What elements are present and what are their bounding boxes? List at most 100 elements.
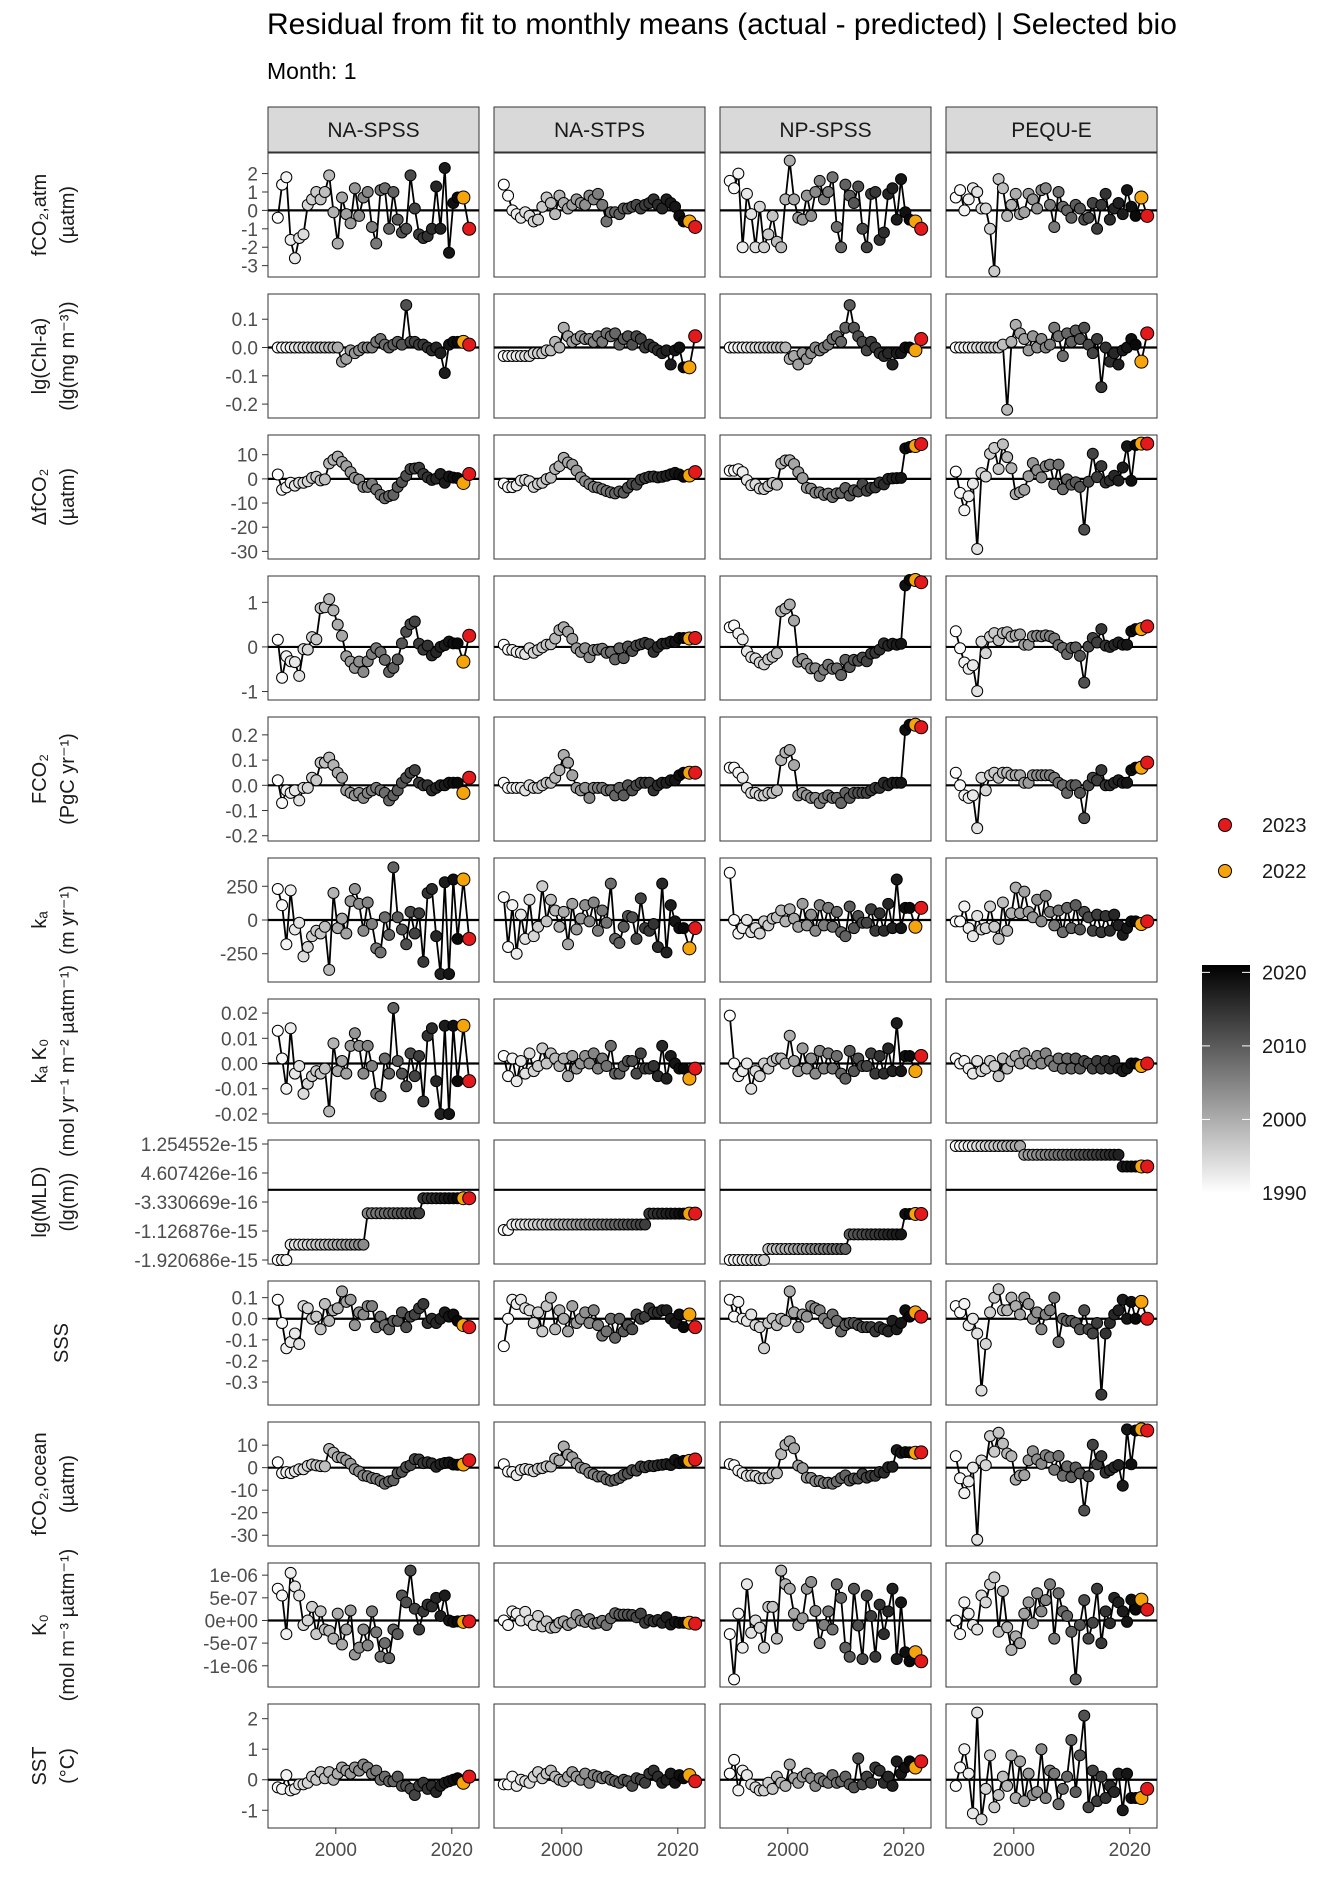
- data-point: [443, 246, 456, 259]
- data-point: [323, 169, 336, 182]
- data-point: [271, 882, 284, 895]
- y-tick-label: -0.2: [225, 827, 258, 848]
- y-tick-label: -1.126876e-15: [134, 1222, 258, 1243]
- point-2023: [462, 1191, 477, 1206]
- data-point: [971, 909, 984, 922]
- data-point: [361, 1639, 374, 1652]
- point-2023: [688, 1206, 703, 1221]
- panel-kwk0-np-spss: [719, 998, 932, 1124]
- point-2023: [462, 931, 477, 946]
- data-point: [318, 1460, 331, 1473]
- data-point: [361, 896, 374, 909]
- data-point: [387, 185, 400, 198]
- data-point: [971, 822, 984, 835]
- panel-row4-na-stps: [493, 575, 706, 701]
- data-point: [966, 1312, 979, 1325]
- data-point: [1031, 1587, 1044, 1600]
- data-point: [877, 226, 890, 239]
- facet-label: NA-STPS: [554, 119, 645, 142]
- data-point: [758, 1254, 771, 1267]
- data-point: [958, 900, 971, 913]
- data-point: [425, 882, 438, 895]
- data-point: [1022, 470, 1035, 483]
- data-point: [830, 1049, 843, 1062]
- point-2022: [456, 654, 471, 669]
- data-point: [865, 1609, 878, 1622]
- data-point: [348, 1319, 361, 1332]
- y-axis-label: fCO₂,atm: [29, 174, 51, 256]
- data-point: [860, 1060, 873, 1073]
- data-point: [288, 252, 301, 265]
- facet-label: NA-SPSS: [327, 119, 419, 142]
- data-point: [736, 1641, 749, 1654]
- data-point: [843, 900, 856, 913]
- data-point: [583, 791, 596, 804]
- data-point: [506, 899, 519, 912]
- data-point: [378, 1052, 391, 1065]
- data-point: [971, 1623, 984, 1636]
- panel-mld-na-stps: [493, 1139, 706, 1265]
- x-tick-label: 2000: [993, 1840, 1035, 1861]
- data-point: [1048, 919, 1061, 932]
- data-point: [826, 1623, 839, 1636]
- data-point: [728, 182, 741, 195]
- data-point: [1018, 885, 1031, 898]
- y-axis-label: (°C): [57, 1748, 79, 1784]
- data-point: [1014, 628, 1027, 641]
- data-point: [370, 237, 383, 250]
- data-point: [732, 1607, 745, 1620]
- data-point: [783, 1285, 796, 1298]
- data-point: [1043, 338, 1056, 351]
- data-point: [370, 1626, 383, 1639]
- data-point: [408, 615, 421, 628]
- data-point: [856, 222, 869, 235]
- data-point: [387, 861, 400, 874]
- panel-frame: [945, 293, 1158, 419]
- facet-strip-na-stps: [493, 106, 706, 153]
- legend-label-2022: 2022: [1262, 861, 1307, 883]
- data-point: [553, 920, 566, 933]
- data-point: [839, 1072, 852, 1085]
- data-point: [1018, 483, 1031, 496]
- data-point: [1005, 335, 1018, 348]
- data-point: [860, 241, 873, 254]
- data-point: [677, 922, 690, 935]
- y-tick-label: 10: [237, 1436, 258, 1457]
- data-point: [383, 1652, 396, 1665]
- data-point: [1039, 1594, 1052, 1607]
- data-point: [557, 1312, 570, 1325]
- data-point: [796, 1612, 809, 1625]
- data-point: [1078, 812, 1091, 825]
- data-point: [413, 1049, 426, 1062]
- data-point: [1078, 1709, 1091, 1722]
- data-point: [992, 1283, 1005, 1296]
- data-point: [958, 204, 971, 217]
- data-point: [988, 1060, 1001, 1073]
- data-point: [1035, 471, 1048, 484]
- data-point: [1078, 1304, 1091, 1317]
- data-point: [975, 1813, 988, 1826]
- data-point: [826, 171, 839, 184]
- data-point: [1052, 1587, 1065, 1600]
- y-axis-label: K₀: [29, 1614, 51, 1636]
- y-tick-label: 1: [247, 593, 258, 614]
- data-point: [792, 358, 805, 371]
- y-tick-label: -0.3: [225, 1373, 258, 1394]
- data-point: [788, 1055, 801, 1067]
- data-point: [966, 930, 979, 943]
- point-2023: [688, 1774, 703, 1789]
- facet-label: NP-SPSS: [779, 119, 871, 142]
- data-point: [1026, 1617, 1039, 1630]
- y-tick-label: -1.920686e-15: [134, 1251, 258, 1272]
- point-2023: [462, 221, 477, 236]
- data-point: [783, 1758, 796, 1771]
- data-point: [596, 198, 609, 211]
- y-tick-label: 0: [247, 911, 258, 932]
- data-point: [962, 1767, 975, 1780]
- data-point: [280, 1628, 293, 1641]
- data-point: [413, 1207, 426, 1220]
- panel-fco2ocean-na-stps: [493, 1421, 706, 1547]
- data-point: [979, 470, 992, 483]
- data-point: [783, 1582, 796, 1595]
- colorbar-label: 2010: [1262, 1036, 1307, 1058]
